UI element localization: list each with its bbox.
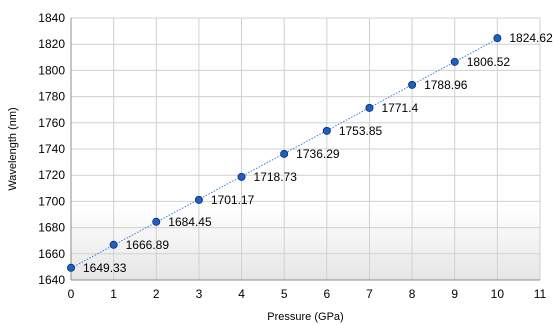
data-point: [365, 103, 374, 112]
data-point: [322, 126, 331, 135]
y-axis-title: Wavelength (nm): [7, 107, 19, 190]
x-tick-label: 10: [491, 287, 505, 301]
trendline: [70, 38, 498, 269]
data-label: 1684.45: [168, 215, 212, 229]
x-tick-label: 3: [196, 287, 203, 301]
data-label: 1824.62: [509, 31, 553, 45]
trendline-path: [70, 38, 498, 269]
axes: [70, 18, 540, 281]
data-label: 1771.4: [381, 101, 418, 115]
data-point: [109, 240, 118, 249]
data-point: [237, 172, 246, 181]
data-label: 1718.73: [254, 170, 298, 184]
data-point: [450, 57, 459, 66]
data-point: [194, 195, 203, 204]
x-tick-label: 6: [323, 287, 330, 301]
x-tick-label: 7: [366, 287, 373, 301]
data-label: 1788.96: [424, 78, 468, 92]
data-label: 1701.17: [211, 193, 255, 207]
y-tick-label: 1680: [38, 221, 65, 235]
x-tick-label: 1: [110, 287, 117, 301]
y-tick-label: 1800: [38, 63, 65, 77]
data-point: [152, 217, 161, 226]
y-tick-label: 1780: [38, 90, 65, 104]
x-tick-label: 5: [281, 287, 288, 301]
x-tick-label: 0: [68, 287, 75, 301]
y-tick-label: 1660: [38, 247, 65, 261]
data-point: [493, 34, 502, 43]
data-point: [408, 80, 417, 89]
x-axis-title: Pressure (GPa): [267, 311, 343, 323]
x-tick-label: 11: [534, 287, 547, 301]
x-tick-label: 4: [238, 287, 245, 301]
y-tick-label: 1740: [38, 142, 65, 156]
x-tick-label: 2: [153, 287, 160, 301]
x-tick-label: 8: [409, 287, 416, 301]
data-label: 1753.85: [339, 124, 383, 138]
data-label: 1649.33: [83, 261, 127, 275]
y-tick-label: 1840: [38, 11, 65, 25]
data-labels: 1649.33 1666.89 1684.45 1701.17 1718.73 1736.…: [83, 31, 553, 275]
y-tick-label: 1700: [38, 194, 65, 208]
data-point: [67, 263, 76, 272]
data-label: 1666.89: [126, 238, 170, 252]
grid: [70, 17, 541, 281]
data-label: 1736.29: [296, 147, 340, 161]
data-point: [280, 149, 289, 158]
y-tick-label: 1720: [38, 168, 65, 182]
tick-labels: 1640166016801700172017401760178018001820…: [38, 11, 546, 301]
data-label: 1806.52: [467, 55, 511, 69]
y-tick-label: 1640: [38, 273, 65, 287]
data-points: [67, 34, 502, 272]
x-tick-label: 9: [451, 287, 458, 301]
y-tick-label: 1820: [38, 37, 65, 51]
y-tick-label: 1760: [38, 116, 65, 130]
